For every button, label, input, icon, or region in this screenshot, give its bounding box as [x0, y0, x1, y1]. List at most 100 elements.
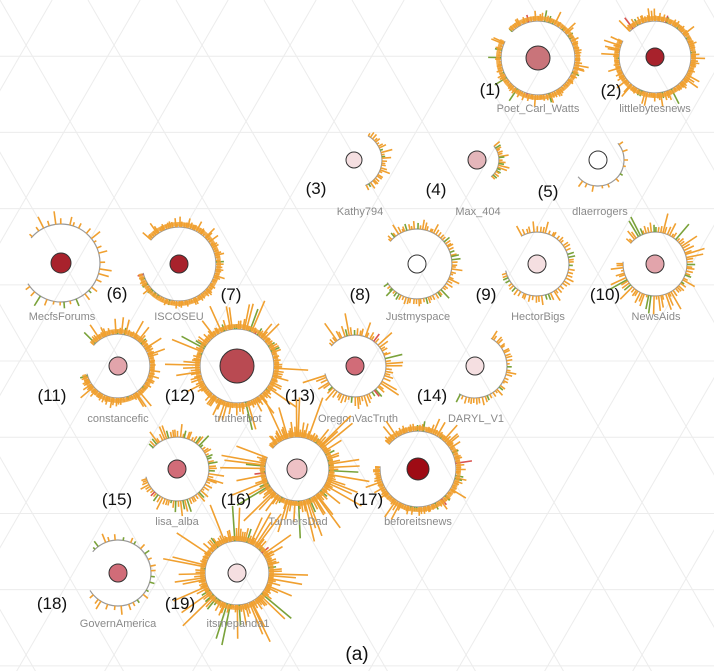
- activity-spike: [494, 172, 500, 178]
- activity-spike: [542, 226, 545, 233]
- activity-spike: [450, 271, 457, 275]
- activity-spike: [450, 273, 454, 276]
- activity-spike: [198, 491, 205, 499]
- activity-spike: [187, 431, 193, 440]
- activity-spike: [317, 381, 330, 390]
- node-glyph: (2) littlebytesnews: [601, 8, 706, 115]
- activity-spike: [336, 392, 341, 399]
- activity-spike: [404, 223, 408, 231]
- activity-spike: [677, 285, 685, 292]
- activity-spike: [620, 269, 624, 272]
- activity-spike: [532, 221, 535, 233]
- activity-spike: [447, 243, 454, 248]
- activity-spike: [672, 289, 678, 297]
- activity-spike: [152, 494, 159, 502]
- activity-spike: [149, 581, 155, 585]
- activity-spike: [686, 253, 704, 259]
- activity-spike: [492, 392, 497, 398]
- activity-spike: [379, 170, 383, 174]
- activity-spike: [208, 465, 217, 468]
- activity-band: [200, 536, 274, 610]
- activity-spike: [451, 254, 460, 258]
- activity-spike: [30, 291, 36, 297]
- activity-spike: [347, 396, 350, 400]
- node-number: (10): [590, 285, 620, 304]
- activity-spike: [402, 226, 406, 232]
- node-number: (2): [601, 81, 622, 100]
- activity-spike: [442, 286, 447, 291]
- activity-spike: [683, 277, 689, 282]
- activity-spike: [328, 473, 370, 483]
- activity-spike: [439, 234, 445, 239]
- activity-spike: [383, 351, 391, 356]
- activity-spike: [147, 557, 152, 561]
- activity-spike: [224, 459, 266, 466]
- center-node: [407, 254, 427, 274]
- node-glyph: (14)DARYL_V1: [417, 330, 517, 425]
- activity-spike: [297, 500, 302, 539]
- activity-spike: [502, 381, 505, 384]
- activity-spike: [683, 245, 695, 252]
- center-node: [465, 356, 485, 376]
- activity-spike: [259, 594, 286, 620]
- activity-spike: [515, 225, 523, 237]
- activity-band: [496, 16, 580, 100]
- activity-spike: [506, 369, 511, 372]
- activity-spike: [93, 540, 99, 548]
- activity-spike: [329, 338, 335, 344]
- activity-spike: [685, 247, 705, 256]
- activity-spike: [492, 335, 498, 341]
- activity-spike: [158, 433, 164, 441]
- activity-spike: [437, 291, 442, 298]
- activity-spike: [199, 444, 204, 448]
- activity-spike: [630, 231, 637, 239]
- node-number: (6): [107, 284, 128, 303]
- activity-spike: [430, 228, 434, 233]
- activity-spike: [90, 231, 101, 240]
- activity-spike: [165, 430, 170, 439]
- center-node: [286, 458, 308, 480]
- activity-spike: [496, 388, 504, 396]
- activity-spike: [499, 384, 506, 390]
- activity-spike: [188, 498, 193, 505]
- activity-spike: [356, 396, 360, 410]
- activity-spike: [340, 325, 346, 337]
- node-glyph: (17)beforeitsnews: [353, 418, 473, 528]
- activity-spike: [37, 216, 45, 229]
- activity-spike: [183, 499, 189, 512]
- activity-spike: [451, 268, 463, 272]
- node-label: Max_404: [455, 206, 500, 218]
- activity-spike: [556, 235, 561, 240]
- activity-spike: [95, 278, 102, 283]
- activity-spike: [105, 604, 109, 610]
- activity-spike: [162, 498, 166, 505]
- node-number: (4): [426, 180, 447, 199]
- node-number: (13): [285, 386, 315, 405]
- activity-spike: [381, 156, 392, 159]
- center-node: [219, 348, 255, 384]
- activity-spike: [668, 222, 677, 236]
- activity-spike: [386, 285, 391, 290]
- activity-spike: [567, 251, 575, 256]
- activity-spike: [562, 241, 569, 247]
- activity-spike: [385, 361, 404, 365]
- activity-spike: [369, 182, 376, 189]
- node-glyph: (1) Poet_Carl_Watts: [480, 10, 589, 115]
- activity-spike: [327, 386, 333, 391]
- activity-spike: [101, 533, 107, 543]
- activity-spike: [584, 183, 588, 188]
- activity-spike: [368, 393, 373, 400]
- activity-spike: [567, 271, 574, 275]
- node-label: TannersDad: [268, 516, 327, 528]
- activity-spike: [194, 494, 199, 500]
- activity-spike: [508, 283, 513, 287]
- activity-spike: [662, 213, 669, 234]
- activity-spike: [142, 593, 149, 599]
- activity-spike: [547, 293, 552, 301]
- activity-spike: [380, 382, 400, 396]
- node-label: OregonVacTruth: [318, 413, 398, 425]
- activity-spike: [385, 368, 392, 371]
- activity-spike: [668, 292, 672, 297]
- activity-spike: [395, 293, 400, 300]
- activity-spike: [358, 396, 362, 405]
